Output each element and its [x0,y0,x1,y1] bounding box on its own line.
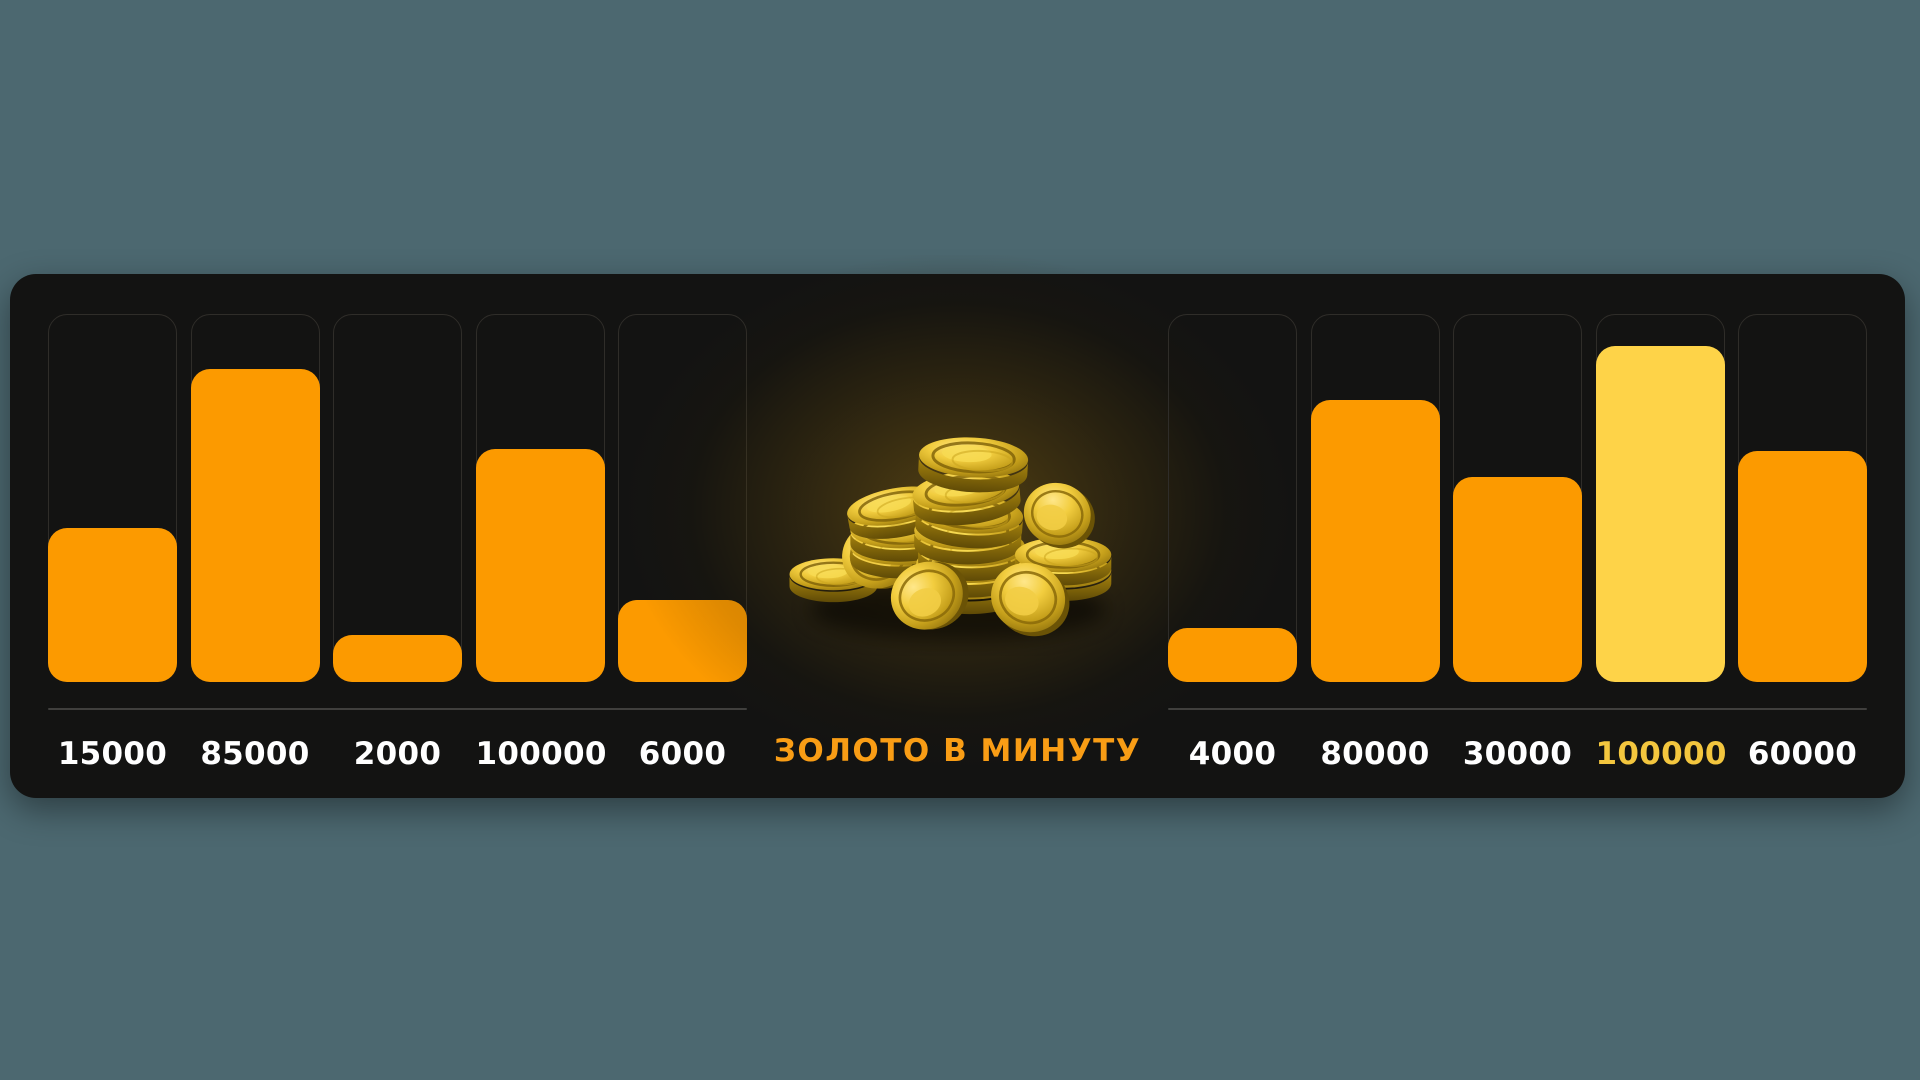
chart-column: 15000 [48,314,177,771]
bar-track [1168,314,1297,682]
chart-column: 100000 [1595,314,1727,772]
value-bar [475,448,605,682]
bar-track [1595,314,1725,682]
value-bar [1453,476,1582,682]
bar-value-label: 100000 [1595,736,1727,772]
panel-title: ЗОЛОТО В МИНУТУ [773,733,1142,769]
chart-column: 4000 [1168,314,1297,771]
chart-column: 30000 [1453,314,1582,771]
bar-track [1310,314,1440,682]
value-bar [190,369,320,682]
bar-value-label: 60000 [1747,736,1858,772]
value-bar [1595,345,1725,682]
columns-row: 15000 85000 2000 100000 6000 [48,314,747,771]
chart-baseline [48,708,747,710]
bar-value-label: 15000 [57,736,168,772]
chart-baseline [1168,708,1867,710]
bar-track [475,314,605,682]
value-bar [333,635,462,682]
chart-column: 100000 [475,314,607,772]
chart-column: 2000 [333,314,462,771]
chart-column: 85000 [190,314,320,772]
chart-column: 6000 [618,314,747,771]
bar-track [1453,314,1582,682]
bar-value-label: 4000 [1188,736,1277,772]
gold-chart-left: 15000 85000 2000 100000 6000 [48,314,747,771]
gold-chart-right: 4000 80000 30000 100000 60000 [1168,314,1867,771]
bar-value-label: 6000 [638,736,727,772]
value-bar [1168,627,1297,682]
bar-value-label: 85000 [200,736,310,772]
bar-value-label: 80000 [1320,736,1430,772]
gold-coins-image [787,433,1113,649]
bar-track [618,314,747,682]
center-area: ЗОЛОТО В МИНУТУ [627,255,1288,798]
bar-track [190,314,320,682]
value-bar [1310,400,1440,682]
value-bar [1738,451,1867,682]
bar-track [1738,314,1867,682]
bar-value-label: 100000 [475,736,607,772]
bar-track [333,314,462,682]
chart-column: 80000 [1310,314,1440,772]
chart-column: 60000 [1738,314,1867,771]
gold-per-minute-panel: 15000 85000 2000 100000 6000 [10,255,1905,798]
bar-track [48,314,177,682]
value-bar [618,600,747,682]
value-bar [48,527,177,682]
bar-value-label: 30000 [1462,736,1573,772]
bar-value-label: 2000 [353,736,442,772]
columns-row: 4000 80000 30000 100000 60000 [1168,314,1867,771]
